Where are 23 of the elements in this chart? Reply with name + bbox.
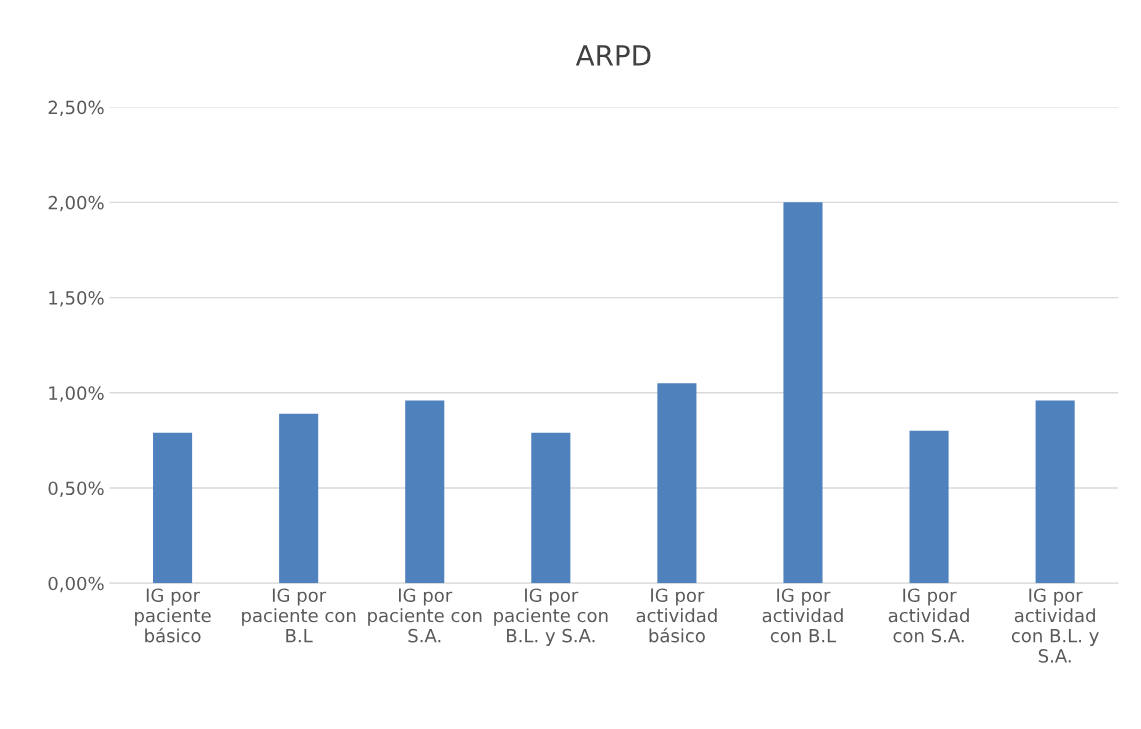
- x-tick-label: IG por actividad con B.L. y S.A.: [1011, 588, 1099, 663]
- x-tick-label: IG por actividad con S.A.: [888, 588, 969, 643]
- bar: [405, 400, 445, 584]
- bar: [279, 413, 319, 584]
- bar: [153, 432, 193, 584]
- bar: [1035, 400, 1075, 584]
- y-tick-label: 0,00%: [48, 576, 104, 593]
- y-tick-label: 1,50%: [49, 291, 104, 307]
- bar: [531, 432, 571, 584]
- x-tick-label: IG por paciente básico: [135, 588, 211, 643]
- y-tick-label: 1,00%: [49, 386, 104, 402]
- x-tick-label: IG por actividad básico: [636, 588, 717, 643]
- x-tick-label: IG por paciente con S.A.: [368, 588, 482, 643]
- chart-title: ARPD: [575, 45, 651, 66]
- y-tick-label: 2,00%: [48, 195, 104, 212]
- bar: [783, 202, 823, 584]
- x-tick-label: IG por paciente con B.L: [242, 588, 356, 643]
- x-tick-label: IG por actividad con B.L: [762, 588, 843, 643]
- y-tick-label: 0,50%: [48, 481, 104, 497]
- x-tick-label: IG por paciente con B.L. y S.A.: [494, 588, 608, 646]
- y-tick-label: 2,50%: [48, 100, 104, 117]
- bar: [657, 383, 697, 584]
- bar: [909, 430, 949, 584]
